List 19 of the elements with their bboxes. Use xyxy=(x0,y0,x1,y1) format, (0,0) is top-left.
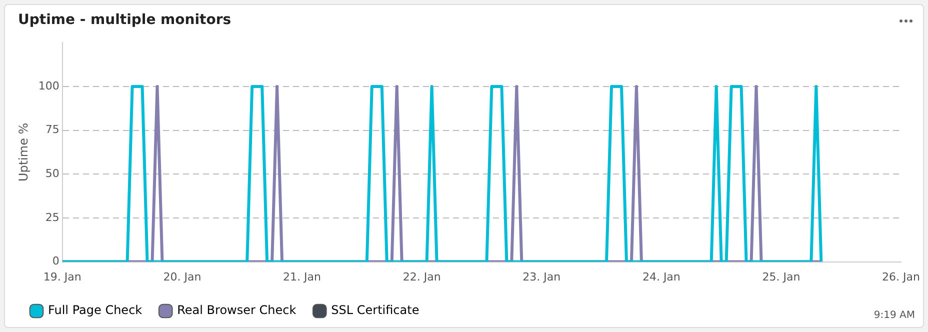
x-tick-label: 25. Jan xyxy=(762,270,800,284)
x-tick-label: 26. Jan xyxy=(882,270,920,284)
legend-label: SSL Certificate xyxy=(331,303,420,318)
x-tick-label: 21. Jan xyxy=(283,270,322,284)
x-tick-label: 22. Jan xyxy=(402,270,441,284)
y-tick-label: 25 xyxy=(45,210,60,224)
y-tick-label: 0 xyxy=(52,254,60,268)
y-axis-title: Uptime % xyxy=(16,122,30,182)
y-tick-label: 100 xyxy=(38,79,60,92)
x-tick-label: 23. Jan xyxy=(522,270,561,284)
legend-label: Full Page Check xyxy=(48,303,142,318)
x-tick-label: 20. Jan xyxy=(163,270,202,284)
x-tick-label: 24. Jan xyxy=(642,270,680,284)
legend-label: Real Browser Check xyxy=(177,303,296,318)
y-tick-label: 50 xyxy=(45,166,60,180)
chart-title: Uptime - multiple monitors xyxy=(18,12,232,28)
text: 9:19 AM xyxy=(874,310,915,321)
y-tick-label: 75 xyxy=(45,123,60,136)
x-tick-label: 19. Jan xyxy=(43,270,82,284)
